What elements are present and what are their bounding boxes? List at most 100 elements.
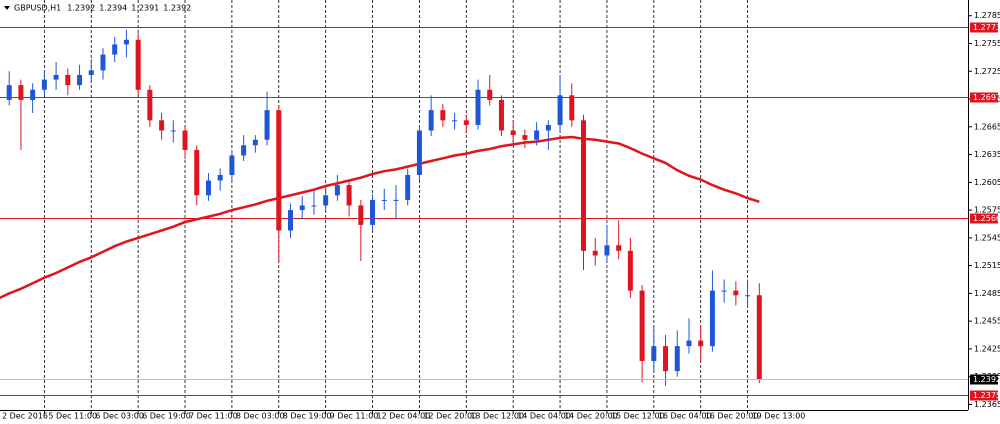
x-tick-label: 7 Dec 11:00	[189, 412, 238, 421]
candle-body	[452, 120, 458, 122]
candle-body	[487, 89, 493, 100]
level-label: 1.2697	[973, 93, 1000, 102]
candle-body	[639, 290, 645, 361]
x-tick-label: 9 Dec 11:00	[330, 412, 379, 421]
x-tick-label: 6 Dec 03:00	[95, 412, 144, 421]
x-tick-label: 12 Dec 20:00	[423, 412, 477, 421]
level-label-box	[970, 92, 998, 103]
level-label: 1.2566	[973, 214, 1000, 223]
candle-body	[663, 346, 669, 372]
candle-body	[698, 340, 704, 347]
y-tick-label: 1.2455	[974, 317, 1000, 326]
candle-body	[686, 340, 692, 347]
candle-body	[627, 250, 633, 291]
y-tick-label: 1.2755	[974, 39, 1000, 48]
y-tick-label: 1.2725	[974, 67, 1000, 76]
candle-body	[311, 205, 317, 207]
x-tick-label: 19 Dec 13:00	[752, 412, 806, 421]
candle-body	[358, 205, 364, 225]
candle-body	[205, 180, 211, 196]
candle-body	[545, 124, 551, 131]
chart-title: GBPUSD,H1	[14, 4, 61, 13]
y-tick-label: 1.2515	[974, 261, 1000, 270]
candle-body	[88, 70, 94, 75]
y-tick-label: 1.2785	[974, 11, 1000, 20]
title-price: 1.2391	[131, 4, 159, 13]
candle-body	[159, 120, 165, 131]
candle-body	[522, 135, 528, 140]
candle-body	[440, 110, 446, 121]
candle-body	[264, 110, 270, 140]
candle-body	[709, 290, 715, 347]
candle-body	[6, 85, 12, 100]
x-tick-label: 2 Dec 2016	[2, 412, 48, 421]
menu-arrow[interactable]	[4, 6, 10, 10]
candle-body	[393, 199, 399, 201]
candle-body	[194, 149, 200, 196]
candle-body	[346, 185, 352, 206]
candle-body	[592, 250, 598, 256]
candle-body	[299, 205, 305, 211]
candle-body	[217, 174, 223, 181]
y-tick-label: 1.2665	[974, 122, 1000, 131]
candle-body	[288, 210, 293, 231]
current-price-box	[970, 374, 998, 385]
y-tick-label: 1.2575	[974, 206, 1000, 215]
moving-average	[0, 135, 760, 300]
candle-body	[604, 245, 610, 256]
level-label-box	[970, 213, 998, 224]
candle-body	[463, 120, 469, 125]
candle-body	[229, 155, 235, 175]
candle-body	[276, 110, 282, 231]
level-label: 1.2375	[973, 391, 1000, 400]
x-tick-label: 14 Dec 04:00	[517, 412, 571, 421]
candle-body	[498, 99, 504, 131]
level-label-box	[970, 22, 998, 33]
y-tick-label: 1.2365	[974, 400, 1000, 409]
candle-body	[733, 290, 739, 296]
candle-body	[135, 39, 141, 90]
candle-body	[745, 295, 751, 297]
candle-body	[170, 130, 176, 132]
candle-body	[241, 145, 247, 156]
x-tick-label: 14 Dec 20:00	[564, 412, 618, 421]
candle-body	[381, 199, 387, 201]
y-tick-label: 1.2605	[974, 178, 1000, 187]
candle-body	[65, 74, 71, 86]
title-price: 1.2392	[67, 4, 95, 13]
x-tick-label: 8 Dec 19:00	[283, 412, 332, 421]
candle-body	[557, 95, 563, 125]
candle-body	[323, 195, 329, 206]
candle-body	[53, 74, 59, 80]
x-tick-label: 16 Dec 04:00	[658, 412, 712, 421]
candle-body	[370, 199, 376, 225]
candle-body	[77, 74, 83, 86]
candle-body	[405, 174, 411, 200]
candle-body	[475, 89, 481, 125]
candle-body	[112, 44, 118, 55]
x-tick-label: 6 Dec 19:00	[142, 412, 191, 421]
candle-body	[123, 39, 129, 45]
y-tick-label: 1.2635	[974, 150, 1000, 159]
y-tick-label: 1.2425	[974, 344, 1000, 353]
x-tick-label: 16 Dec 20:00	[705, 412, 759, 421]
x-tick-label: 12 Dec 04:00	[377, 412, 431, 421]
candle-body	[534, 130, 540, 140]
candle-body	[569, 95, 575, 121]
candle-body	[334, 185, 340, 196]
candle-body	[41, 79, 47, 90]
candle-body	[616, 245, 622, 251]
candle-body	[721, 290, 727, 292]
candle-body	[30, 89, 36, 100]
candle-body	[147, 89, 153, 121]
title-price: 1.2394	[99, 4, 127, 13]
level-label: 1.2773	[973, 23, 1000, 32]
candle-body	[252, 139, 258, 146]
candle-body	[416, 130, 422, 175]
x-tick-label: 15 Dec 12:00	[611, 412, 665, 421]
candle-body	[510, 130, 516, 136]
x-tick-label: 5 Dec 11:00	[48, 412, 97, 421]
